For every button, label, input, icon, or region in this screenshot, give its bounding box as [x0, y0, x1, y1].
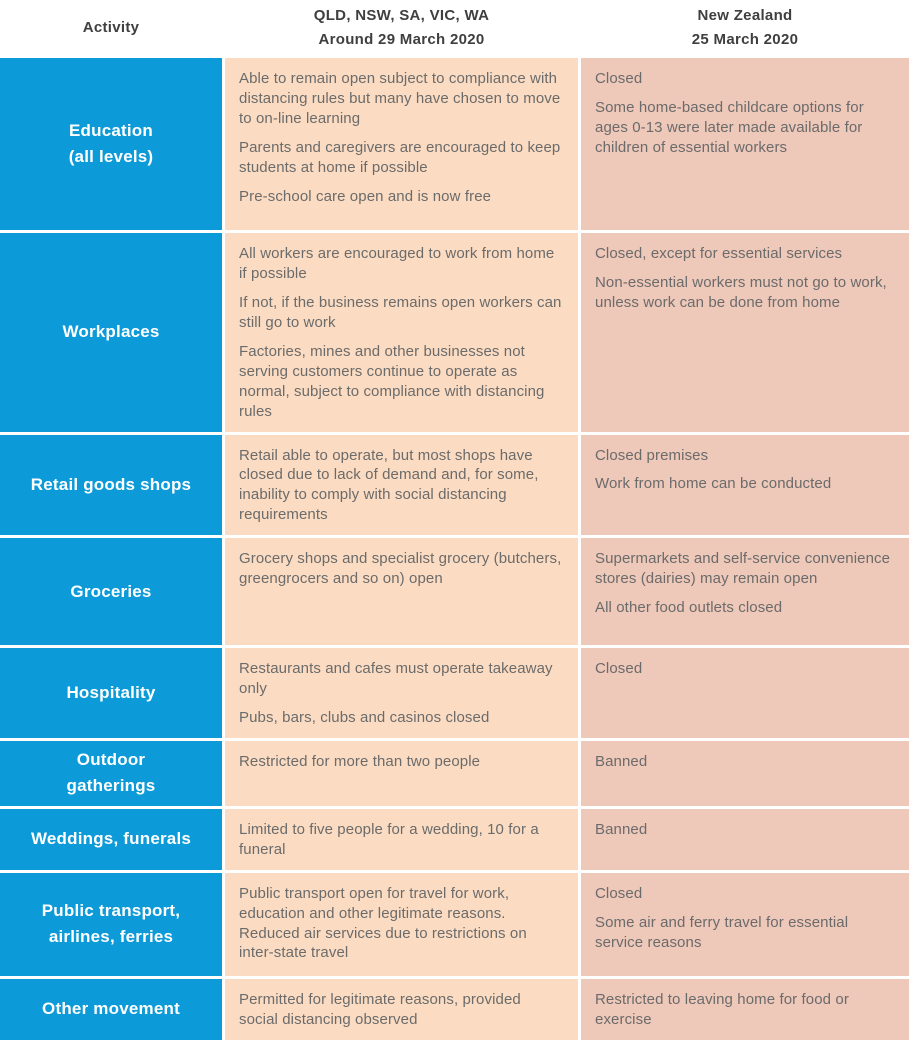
australia-cell: All workers are encouraged to work from …	[225, 233, 578, 432]
australia-cell: Limited to five people for a wedding, 10…	[225, 808, 578, 870]
activity-label-line: Workplaces	[62, 322, 160, 342]
activity-cell: Outdoor gatherings	[0, 741, 222, 806]
cell-paragraph: Closed, except for essential services	[595, 245, 843, 262]
australia-cell: Restricted for more than two people	[225, 741, 578, 806]
australia-header-title: QLD, NSW, SA, VIC, WA	[313, 6, 490, 24]
australia-cell: Public transport open for travel for wor…	[225, 872, 578, 976]
cell-paragraph: Supermarkets and self-service convenienc…	[595, 550, 891, 588]
cell-paragraph: Restricted for more than two people	[239, 753, 481, 771]
cell-paragraph: Restricted to leaving home for food or e…	[595, 990, 849, 1028]
activity-cell: Workplaces	[0, 233, 222, 432]
cell-paragraph: All workers are encouraged to work from …	[239, 245, 555, 282]
cell-paragraph: Pre-school care open and is now free	[239, 187, 492, 205]
new-zealand-cell: Restricted to leaving home for food or e…	[581, 978, 909, 1040]
cell-paragraph: Able to remain open subject to complianc…	[239, 70, 561, 127]
table-row: Public transport, airlines, ferries Public…	[0, 872, 909, 976]
cell-paragraph: Factories, mines and other businesses no…	[239, 342, 545, 420]
new-zealand-cell: Closed Some air and ferry travel for esse…	[581, 872, 909, 976]
activity-label-line: Public transport,	[41, 900, 181, 920]
australia-header-date: Around 29 March 2020	[318, 30, 485, 48]
cell-paragraph: Public transport open for travel for wor…	[239, 884, 527, 962]
cell-paragraph: Closed	[595, 884, 643, 902]
new-zealand-cell: Banned	[581, 808, 909, 870]
activity-cell: Public transport, airlines, ferries	[0, 872, 222, 976]
table-row: Hospitality Restaurants and cafes must op…	[0, 648, 909, 739]
cell-paragraph: Some air and ferry travel for essential …	[595, 913, 849, 951]
cell-paragraph: Work from home can be conducted	[595, 475, 832, 493]
activity-label-line: Hospitality	[66, 682, 156, 702]
new-zealand-cell: Banned	[581, 741, 909, 806]
new-zealand-header-title: New Zealand	[697, 6, 793, 24]
cell-paragraph: Retail able to operate, but most shops h…	[239, 446, 539, 524]
activity-cell: Weddings, funerals	[0, 808, 222, 870]
australia-cell: Permitted for legitimate reasons, provid…	[225, 978, 578, 1040]
activity-cell: Education (all levels)	[0, 58, 222, 230]
activity-cell: Other movement	[0, 978, 222, 1040]
australia-cell: Able to remain open subject to complianc…	[225, 58, 578, 230]
activity-cell: Groceries	[0, 538, 222, 646]
cell-paragraph: If not, if the business remains open wor…	[239, 293, 562, 331]
cell-paragraph: Some home-based childcare options for ag…	[595, 98, 864, 156]
activity-label-line: Groceries	[70, 581, 152, 601]
cell-paragraph: Closed	[595, 660, 643, 678]
table-header-row: Activity QLD, NSW, SA, VIC, WA Around 29…	[0, 0, 909, 55]
new-zealand-cell: Supermarkets and self-service convenienc…	[581, 538, 909, 646]
cell-paragraph: Limited to five people for a wedding, 10…	[239, 820, 539, 858]
column-header-new-zealand: New Zealand 25 March 2020	[581, 4, 909, 52]
cell-paragraph: Non-essential workers must not go to wor…	[595, 273, 887, 311]
activity-label-line: airlines, ferries	[48, 927, 174, 947]
cell-paragraph: Grocery shops and specialist grocery (bu…	[239, 550, 562, 588]
cell-paragraph: All other food outlets closed	[595, 599, 783, 617]
new-zealand-cell: Closed premises Work from home can be con…	[581, 434, 909, 536]
australia-cell: Grocery shops and specialist grocery (bu…	[225, 538, 578, 646]
table-row: Weddings, funerals Limited to five people…	[0, 808, 909, 870]
cell-paragraph: Banned	[595, 820, 648, 838]
new-zealand-cell: Closed	[581, 648, 909, 739]
activity-label-line: Weddings, funerals	[30, 829, 192, 849]
activity-label-line: Education	[69, 120, 153, 140]
new-zealand-header-date: 25 March 2020	[691, 30, 799, 48]
cell-paragraph: Closed premises	[595, 446, 709, 464]
table-row: Workplaces All workers are encouraged to …	[0, 233, 909, 432]
activity-label-line: (all levels)	[68, 147, 154, 166]
activity-label-line: Other movement	[42, 998, 180, 1018]
table-row: Outdoor gatherings Restricted for more tha…	[0, 741, 909, 806]
table-row: Other movement Permitted for legitimate r…	[0, 978, 909, 1040]
activity-label-line: gatherings	[66, 776, 156, 796]
activity-header-label: Activity	[82, 18, 140, 36]
cell-paragraph: Parents and caregivers are encouraged to…	[239, 138, 561, 176]
new-zealand-cell: Closed Some home-based childcare options …	[581, 58, 909, 230]
cell-paragraph: Restaurants and cafes must operate takea…	[239, 660, 553, 698]
activity-cell: Retail goods shops	[0, 434, 222, 536]
table-body: Education (all levels) Able to remain open…	[0, 58, 909, 1040]
cell-paragraph: Closed	[595, 70, 643, 87]
activity-label-line: Outdoor	[76, 750, 146, 770]
activity-label-line: Retail goods shops	[30, 474, 192, 494]
column-header-australia: QLD, NSW, SA, VIC, WA Around 29 March 20…	[225, 4, 578, 52]
column-header-activity: Activity	[0, 16, 222, 40]
activity-cell: Hospitality	[0, 648, 222, 739]
cell-paragraph: Pubs, bars, clubs and casinos closed	[239, 709, 490, 727]
table-row: Groceries Grocery shops and specialist gr…	[0, 538, 909, 646]
table-row: Retail goods shops Retail able to operate…	[0, 434, 909, 536]
new-zealand-cell: Closed, except for essential services Non…	[581, 233, 909, 432]
australia-cell: Restaurants and cafes must operate takea…	[225, 648, 578, 739]
cell-paragraph: Banned	[595, 753, 648, 771]
table-row: Education (all levels) Able to remain open…	[0, 58, 909, 230]
cell-paragraph: Permitted for legitimate reasons, provid…	[239, 990, 521, 1028]
australia-cell: Retail able to operate, but most shops h…	[225, 434, 578, 536]
